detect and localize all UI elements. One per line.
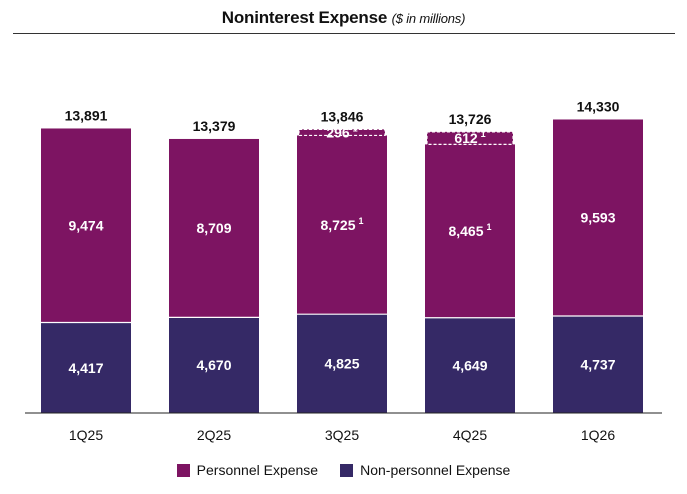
- label-total-1Q26: 14,330: [577, 98, 620, 114]
- label-non-personnel-2Q25: 4,670: [196, 357, 231, 373]
- tick-label-1Q26: 1Q26: [581, 427, 615, 443]
- label-total-3Q25: 13,846: [321, 108, 364, 124]
- label-personnel-1Q26: 9,593: [580, 210, 615, 226]
- tick-label-2Q25: 2Q25: [197, 427, 231, 443]
- label-personnel-2Q25: 8,709: [196, 220, 231, 236]
- title-rule: [13, 33, 675, 34]
- label-non-personnel-1Q26: 4,737: [580, 356, 615, 372]
- bar-adjustment-4Q25: [426, 131, 514, 145]
- bar-personnel-1Q25: [41, 128, 131, 323]
- label-personnel-4Q25: 8,465 1: [448, 222, 491, 239]
- bar-personnel-2Q25: [169, 138, 259, 318]
- label-personnel-1Q25: 9,474: [68, 218, 103, 234]
- tick-label-1Q25: 1Q25: [69, 427, 103, 443]
- legend-item-non-personnel: Non-personnel Expense: [340, 462, 510, 478]
- bar-non-personnel-1Q26: [553, 315, 643, 413]
- tick-label-4Q25: 4Q25: [453, 427, 487, 443]
- legend-item-personnel: Personnel Expense: [176, 462, 319, 478]
- bar-adjustment-3Q25: [298, 128, 386, 137]
- bar-non-personnel-2Q25: [169, 317, 259, 413]
- label-total-4Q25: 13,726: [449, 111, 492, 127]
- bar-personnel-3Q25: [297, 135, 387, 315]
- bar-non-personnel-1Q25: [41, 322, 131, 413]
- bars-layer: 4,417 9,474 13,891 1Q25 4,670 8,709 13,379 2Q25…: [41, 98, 643, 443]
- legend-label-personnel: Personnel Expense: [196, 462, 319, 478]
- label-non-personnel-3Q25: 4,825: [324, 356, 359, 372]
- tick-label-3Q25: 3Q25: [325, 427, 359, 443]
- legend-label-non-personnel: Non-personnel Expense: [360, 462, 511, 478]
- chart-plot: 4,417 9,474 13,891 1Q25 4,670 8,709 13,379 2Q25…: [25, 98, 662, 443]
- label-personnel-3Q25: 8,725 1: [320, 216, 363, 233]
- label-total-2Q25: 13,379: [193, 118, 236, 134]
- legend-swatch-non-personnel: [340, 463, 354, 477]
- bar-personnel-4Q25: [425, 144, 515, 318]
- bar-personnel-1Q26: [553, 119, 643, 316]
- bar-non-personnel-3Q25: [297, 314, 387, 413]
- label-non-personnel-1Q25: 4,417: [68, 360, 103, 376]
- bar-non-personnel-4Q25: [425, 317, 515, 413]
- chart-title-main: Noninterest Expense: [221, 8, 388, 27]
- chart-title: Noninterest Expense ($ in millions): [0, 8, 687, 28]
- legend-swatch-personnel: [176, 463, 190, 477]
- legend: Personnel Expense Non-personnel Expense: [0, 462, 687, 478]
- chart-subtitle: ($ in millions): [391, 11, 466, 26]
- label-non-personnel-4Q25: 4,649: [452, 357, 487, 373]
- label-total-1Q25: 13,891: [65, 107, 108, 123]
